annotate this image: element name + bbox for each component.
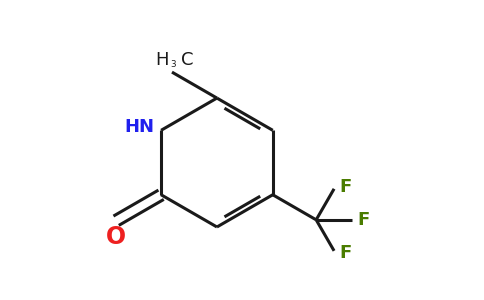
Text: F: F [357,211,370,229]
Text: C: C [181,50,194,68]
Text: F: F [339,178,352,196]
Text: H: H [155,50,168,68]
Text: F: F [339,244,352,262]
Text: HN: HN [124,118,154,136]
Text: O: O [106,225,126,249]
Text: $_3$: $_3$ [170,57,177,70]
